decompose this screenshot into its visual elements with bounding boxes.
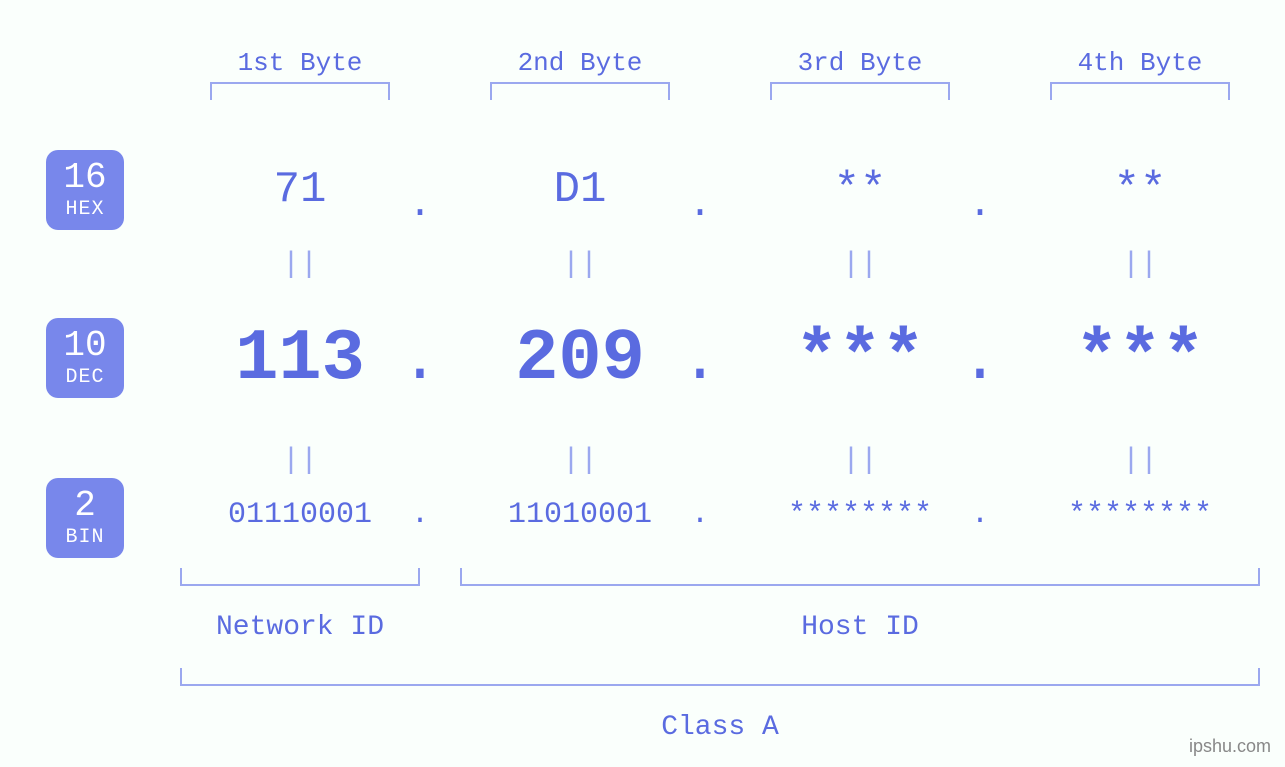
badge-hex-name: HEX	[65, 200, 104, 220]
badge-hex: 16 HEX	[46, 150, 124, 230]
bin-dot-1: .	[400, 498, 440, 532]
byte-bracket-3	[770, 82, 950, 100]
byte-header-2: 2nd Byte	[460, 48, 700, 78]
equals-r0-c3: ||	[1020, 248, 1260, 282]
hex-dot-3: .	[960, 183, 1000, 228]
bin-dot-2: .	[680, 498, 720, 532]
hex-byte-3: **	[740, 165, 980, 215]
label-host-id: Host ID	[460, 612, 1260, 643]
equals-r0-c1: ||	[460, 248, 700, 282]
dec-dot-3: .	[960, 326, 1000, 398]
bracket-network-id	[180, 568, 420, 586]
badge-bin-name: BIN	[65, 528, 104, 548]
label-network-id: Network ID	[180, 612, 420, 643]
bracket-host-id	[460, 568, 1260, 586]
hex-byte-1: 71	[180, 165, 420, 215]
hex-dot-2: .	[680, 183, 720, 228]
equals-r0-c0: ||	[180, 248, 420, 282]
badge-hex-num: 16	[63, 160, 106, 196]
badge-dec-name: DEC	[65, 368, 104, 388]
dec-byte-4: ***	[1020, 318, 1260, 400]
badge-dec-num: 10	[63, 328, 106, 364]
watermark: ipshu.com	[1189, 736, 1271, 757]
dec-dot-1: .	[400, 326, 440, 398]
label-class: Class A	[180, 712, 1260, 743]
badge-bin-num: 2	[74, 488, 96, 524]
equals-r1-c2: ||	[740, 444, 980, 478]
bin-byte-1: 01110001	[180, 498, 420, 532]
byte-header-4: 4th Byte	[1020, 48, 1260, 78]
dec-byte-3: ***	[740, 318, 980, 400]
byte-header-1: 1st Byte	[180, 48, 420, 78]
dec-byte-1: 113	[180, 318, 420, 400]
badge-dec: 10 DEC	[46, 318, 124, 398]
bin-byte-4: ********	[1020, 498, 1260, 532]
equals-r1-c1: ||	[460, 444, 700, 478]
dec-byte-2: 209	[460, 318, 700, 400]
badge-bin: 2 BIN	[46, 478, 124, 558]
byte-bracket-1	[210, 82, 390, 100]
bracket-class	[180, 668, 1260, 686]
bin-dot-3: .	[960, 498, 1000, 532]
equals-r0-c2: ||	[740, 248, 980, 282]
byte-header-3: 3rd Byte	[740, 48, 980, 78]
hex-dot-1: .	[400, 183, 440, 228]
byte-bracket-2	[490, 82, 670, 100]
hex-byte-2: D1	[460, 165, 700, 215]
bin-byte-2: 11010001	[460, 498, 700, 532]
dec-dot-2: .	[680, 326, 720, 398]
equals-r1-c0: ||	[180, 444, 420, 478]
hex-byte-4: **	[1020, 165, 1260, 215]
equals-r1-c3: ||	[1020, 444, 1260, 478]
byte-bracket-4	[1050, 82, 1230, 100]
bin-byte-3: ********	[740, 498, 980, 532]
